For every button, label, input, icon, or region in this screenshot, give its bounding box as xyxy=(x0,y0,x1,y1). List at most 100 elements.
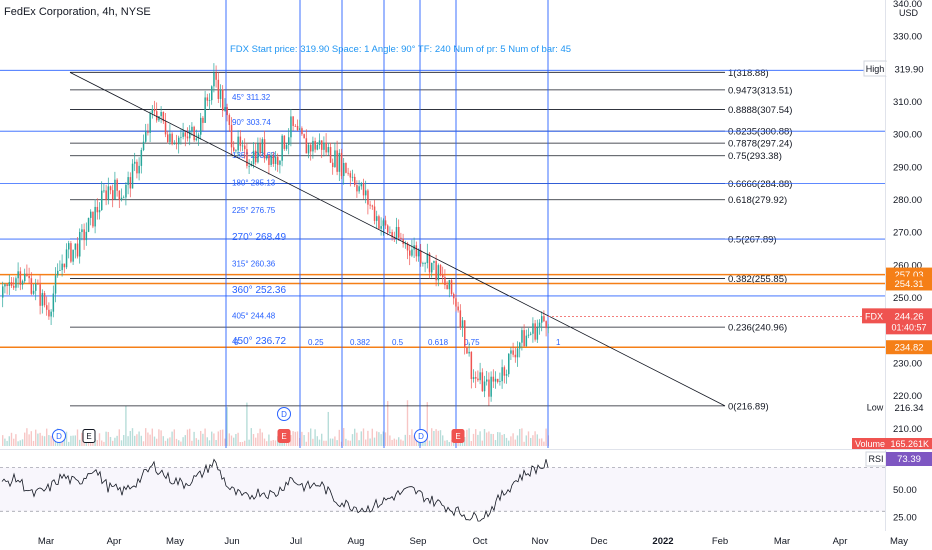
time-tick: Apr xyxy=(107,536,122,547)
price-tick: 250.00 xyxy=(893,293,922,304)
volume-bar xyxy=(109,436,112,446)
candle-body xyxy=(310,144,312,152)
high-label: High xyxy=(866,64,885,74)
candle-body xyxy=(92,211,94,227)
candle-body xyxy=(382,220,385,227)
candle-body xyxy=(204,97,206,123)
volume-bar xyxy=(246,402,248,446)
event-markers[interactable]: D E D E D E xyxy=(52,407,465,443)
time-axis[interactable]: Mar Apr May Jun Jul Aug Sep Oct Nov Dec 2022 Feb Mar… xyxy=(38,536,908,547)
time-tick: Sep xyxy=(410,536,427,547)
candle-body xyxy=(303,134,305,139)
candle-body xyxy=(169,133,171,142)
volume-bar xyxy=(470,441,472,446)
candle-body xyxy=(314,140,316,150)
candle-body xyxy=(444,277,446,286)
volume-bar xyxy=(323,440,325,446)
volume-bar xyxy=(8,436,10,446)
volume-bar xyxy=(228,433,230,446)
volume-bar xyxy=(182,437,184,446)
volume-bar xyxy=(162,436,164,446)
candle-body xyxy=(94,206,96,227)
fib-label: 0.6666(284.88) xyxy=(728,179,792,190)
orange-level-badge: 254.31 xyxy=(886,276,932,291)
volume-bar xyxy=(301,431,303,446)
volume-bar xyxy=(202,433,204,446)
volume-bar xyxy=(217,431,219,446)
volume-bar xyxy=(30,431,32,446)
gann-angle-label: 45° 311.32 xyxy=(232,93,271,102)
volume-bar xyxy=(409,434,411,446)
candle-body xyxy=(318,140,321,145)
volume-bar xyxy=(230,435,233,446)
candle-body xyxy=(65,249,68,268)
candle-body xyxy=(162,112,165,122)
high-value-badge-bg xyxy=(886,61,932,76)
rsi-pane[interactable] xyxy=(0,451,885,531)
time-tick: Aug xyxy=(348,536,365,547)
candle-body xyxy=(349,173,352,178)
candle-body xyxy=(296,126,299,130)
candle-body xyxy=(281,135,283,161)
volume-bar xyxy=(497,432,499,446)
candle-body xyxy=(239,136,242,146)
volume-bar xyxy=(17,441,19,446)
candle-body xyxy=(420,250,422,264)
volume-bar xyxy=(391,439,393,446)
candle-body xyxy=(393,237,396,239)
candle-body xyxy=(470,351,473,380)
event-marker-e[interactable]: E xyxy=(277,429,291,443)
candle-body xyxy=(369,204,371,206)
candle-body xyxy=(87,217,90,232)
candle-body xyxy=(193,126,195,141)
volume-bar xyxy=(46,428,48,446)
candle-body xyxy=(459,310,462,328)
event-marker-d[interactable]: D xyxy=(277,407,291,421)
volume-bar xyxy=(481,440,483,446)
trend-line[interactable] xyxy=(69,71,726,407)
candle-body xyxy=(453,293,455,299)
volume-bar xyxy=(261,432,263,446)
volume-bar xyxy=(362,428,365,446)
volume-bar xyxy=(41,435,43,446)
volume-bar xyxy=(48,435,50,446)
volume-bar xyxy=(290,435,292,446)
candle-body xyxy=(365,190,367,196)
rsi-band xyxy=(0,467,885,512)
earnings-icon xyxy=(277,429,291,443)
candle-body xyxy=(400,237,402,239)
candle-body xyxy=(327,147,330,153)
volume-bar xyxy=(272,439,274,446)
volume-bar xyxy=(160,430,162,446)
candle-body xyxy=(206,97,209,101)
gann-angle-label: 225° 276.75 xyxy=(232,206,276,215)
rsi-value: 73.39 xyxy=(897,454,921,465)
volume-bar xyxy=(292,431,294,446)
event-marker-e[interactable]: E xyxy=(451,429,465,443)
volume-bar xyxy=(541,438,543,446)
candle-body xyxy=(532,323,534,334)
volume-bar xyxy=(244,440,246,446)
event-marker-d[interactable]: D xyxy=(52,429,66,443)
main-pane[interactable] xyxy=(0,0,885,448)
candle-body xyxy=(439,265,442,275)
event-marker-d[interactable]: D xyxy=(414,429,428,443)
candle-body xyxy=(486,379,488,382)
volume-bar xyxy=(303,435,305,446)
candle-body xyxy=(189,130,191,139)
volume-bar xyxy=(206,437,208,446)
volume-bar xyxy=(259,428,261,446)
low-value-badge: 216.34 xyxy=(886,400,932,415)
orange-level-badge: 234.82 xyxy=(886,340,932,355)
volume-bar xyxy=(10,432,13,446)
dividend-icon xyxy=(277,407,291,421)
gann-angle-label: 405° 244.48 xyxy=(232,312,276,321)
candle-body xyxy=(508,353,510,375)
candle-body xyxy=(81,229,83,233)
time-fib-label: 0.382 xyxy=(350,338,371,347)
fib-label: 0.8888(307.54) xyxy=(728,105,792,116)
event-marker-e[interactable]: E xyxy=(82,429,96,443)
candle-body xyxy=(41,293,44,306)
volume-bar xyxy=(338,429,340,446)
